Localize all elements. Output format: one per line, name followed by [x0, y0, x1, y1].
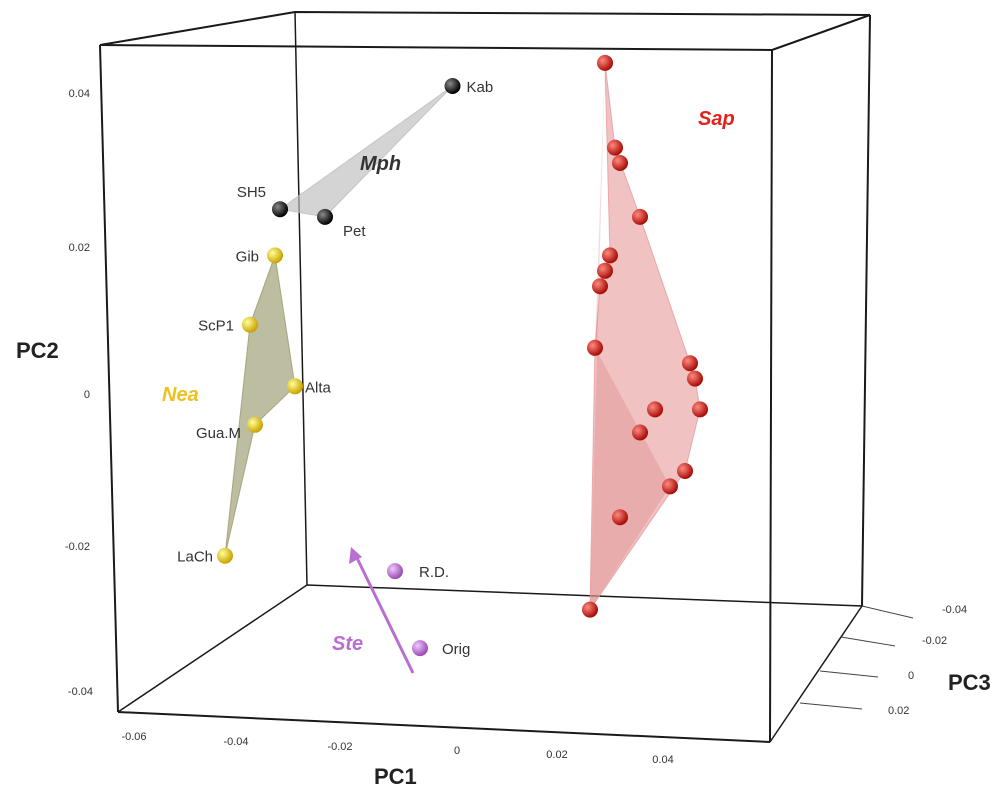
box-front-top-edge	[99, 44, 773, 51]
bounding-box	[99, 10, 871, 743]
point-nea	[247, 416, 263, 433]
point-sap	[692, 401, 708, 418]
ste-arrow-line	[354, 555, 415, 674]
z-tick-label: 0	[908, 670, 914, 682]
point-label: SH5	[237, 184, 266, 201]
point-sap	[677, 463, 693, 479]
box-back-bottom-edge	[117, 584, 864, 743]
point-label: LaCh	[177, 549, 213, 566]
point-sap	[592, 278, 608, 295]
x-tick-label: -0.06	[121, 731, 146, 743]
point-sap	[687, 370, 703, 387]
box-back-right-edge	[861, 14, 871, 607]
hull-sap-facet	[590, 62, 670, 610]
point-mph	[317, 208, 333, 225]
point-sap	[602, 247, 618, 264]
point-sap	[612, 509, 628, 526]
x-tick-label: 0.04	[652, 754, 673, 766]
point-sap	[662, 478, 678, 495]
data-points: Kab SH5 Pet Gib ScP1 Alta Gua.M LaCh R.D. Orig	[177, 54, 708, 658]
point-nea	[242, 316, 258, 333]
point-mph	[272, 201, 288, 218]
box-front-right-edge	[769, 49, 773, 743]
group-label-mph: Mph	[360, 153, 401, 175]
point-sap	[682, 355, 698, 372]
point-sap	[612, 155, 628, 171]
pc3-tick-mark	[861, 605, 914, 619]
point-sap	[632, 424, 648, 441]
point-label: Gua.M	[196, 425, 241, 442]
box-back-top-edge	[99, 10, 871, 51]
ste-arrow	[349, 547, 415, 674]
ste-arrow-head	[349, 547, 362, 564]
point-nea	[287, 378, 303, 395]
front-frame	[99, 44, 773, 743]
group-label-sap: Sap	[698, 108, 735, 130]
y-axis-title: PC2	[16, 338, 59, 363]
point-nea	[217, 547, 233, 564]
y-tick-label: 0	[84, 389, 90, 401]
y-tick-label: 0.04	[69, 88, 90, 100]
group-label-ste: Ste	[332, 633, 363, 655]
y-tick-label: 0.02	[69, 242, 90, 254]
box-back-vertical-edge	[294, 11, 308, 586]
tick-labels: 0.04 0.02 0 -0.02 -0.04 -0.06 -0.04 -0.02 0 0.02 0…	[65, 88, 967, 766]
z-tick-label: -0.04	[942, 604, 967, 616]
hull-nea	[224, 255, 296, 556]
convex-hulls	[224, 62, 701, 612]
hull-mph	[278, 85, 453, 218]
point-sap	[587, 339, 603, 356]
point-label: Kab	[467, 79, 494, 96]
point-nea	[267, 247, 283, 264]
y-tick-label: -0.04	[68, 686, 93, 698]
point-sap	[632, 208, 648, 225]
point-ste	[387, 563, 403, 580]
pc3-tick-mark	[840, 636, 896, 647]
pc3-tick-mark	[819, 670, 879, 678]
group-label-nea: Nea	[162, 384, 199, 406]
point-mph	[444, 78, 461, 94]
point-label: R.D.	[419, 564, 449, 581]
z-tick-label: -0.02	[922, 635, 947, 647]
point-ste	[412, 640, 428, 657]
point-label: Orig	[442, 641, 470, 658]
box-front-left-edge	[99, 44, 119, 713]
x-tick-label: -0.04	[223, 736, 248, 748]
x-axis-title: PC1	[374, 764, 417, 787]
point-sap	[582, 601, 598, 618]
pc3-tick-mark	[799, 702, 863, 710]
z-tick-label: 0.02	[888, 705, 909, 717]
point-sap	[597, 54, 613, 71]
point-label: Pet	[343, 223, 366, 240]
point-label: ScP1	[198, 318, 234, 335]
x-tick-label: 0.02	[546, 749, 567, 761]
x-tick-label: 0	[454, 745, 460, 757]
y-tick-label: -0.02	[65, 541, 90, 553]
point-sap	[647, 401, 663, 418]
point-sap	[597, 262, 613, 279]
point-label: Alta	[305, 379, 332, 396]
point-label: Gib	[236, 248, 259, 265]
pc3-tick-marks	[799, 605, 914, 710]
x-tick-label: -0.02	[327, 741, 352, 753]
z-axis-title: PC3	[948, 670, 991, 695]
box-front-bottom-edge	[117, 711, 771, 743]
point-sap	[607, 139, 623, 156]
